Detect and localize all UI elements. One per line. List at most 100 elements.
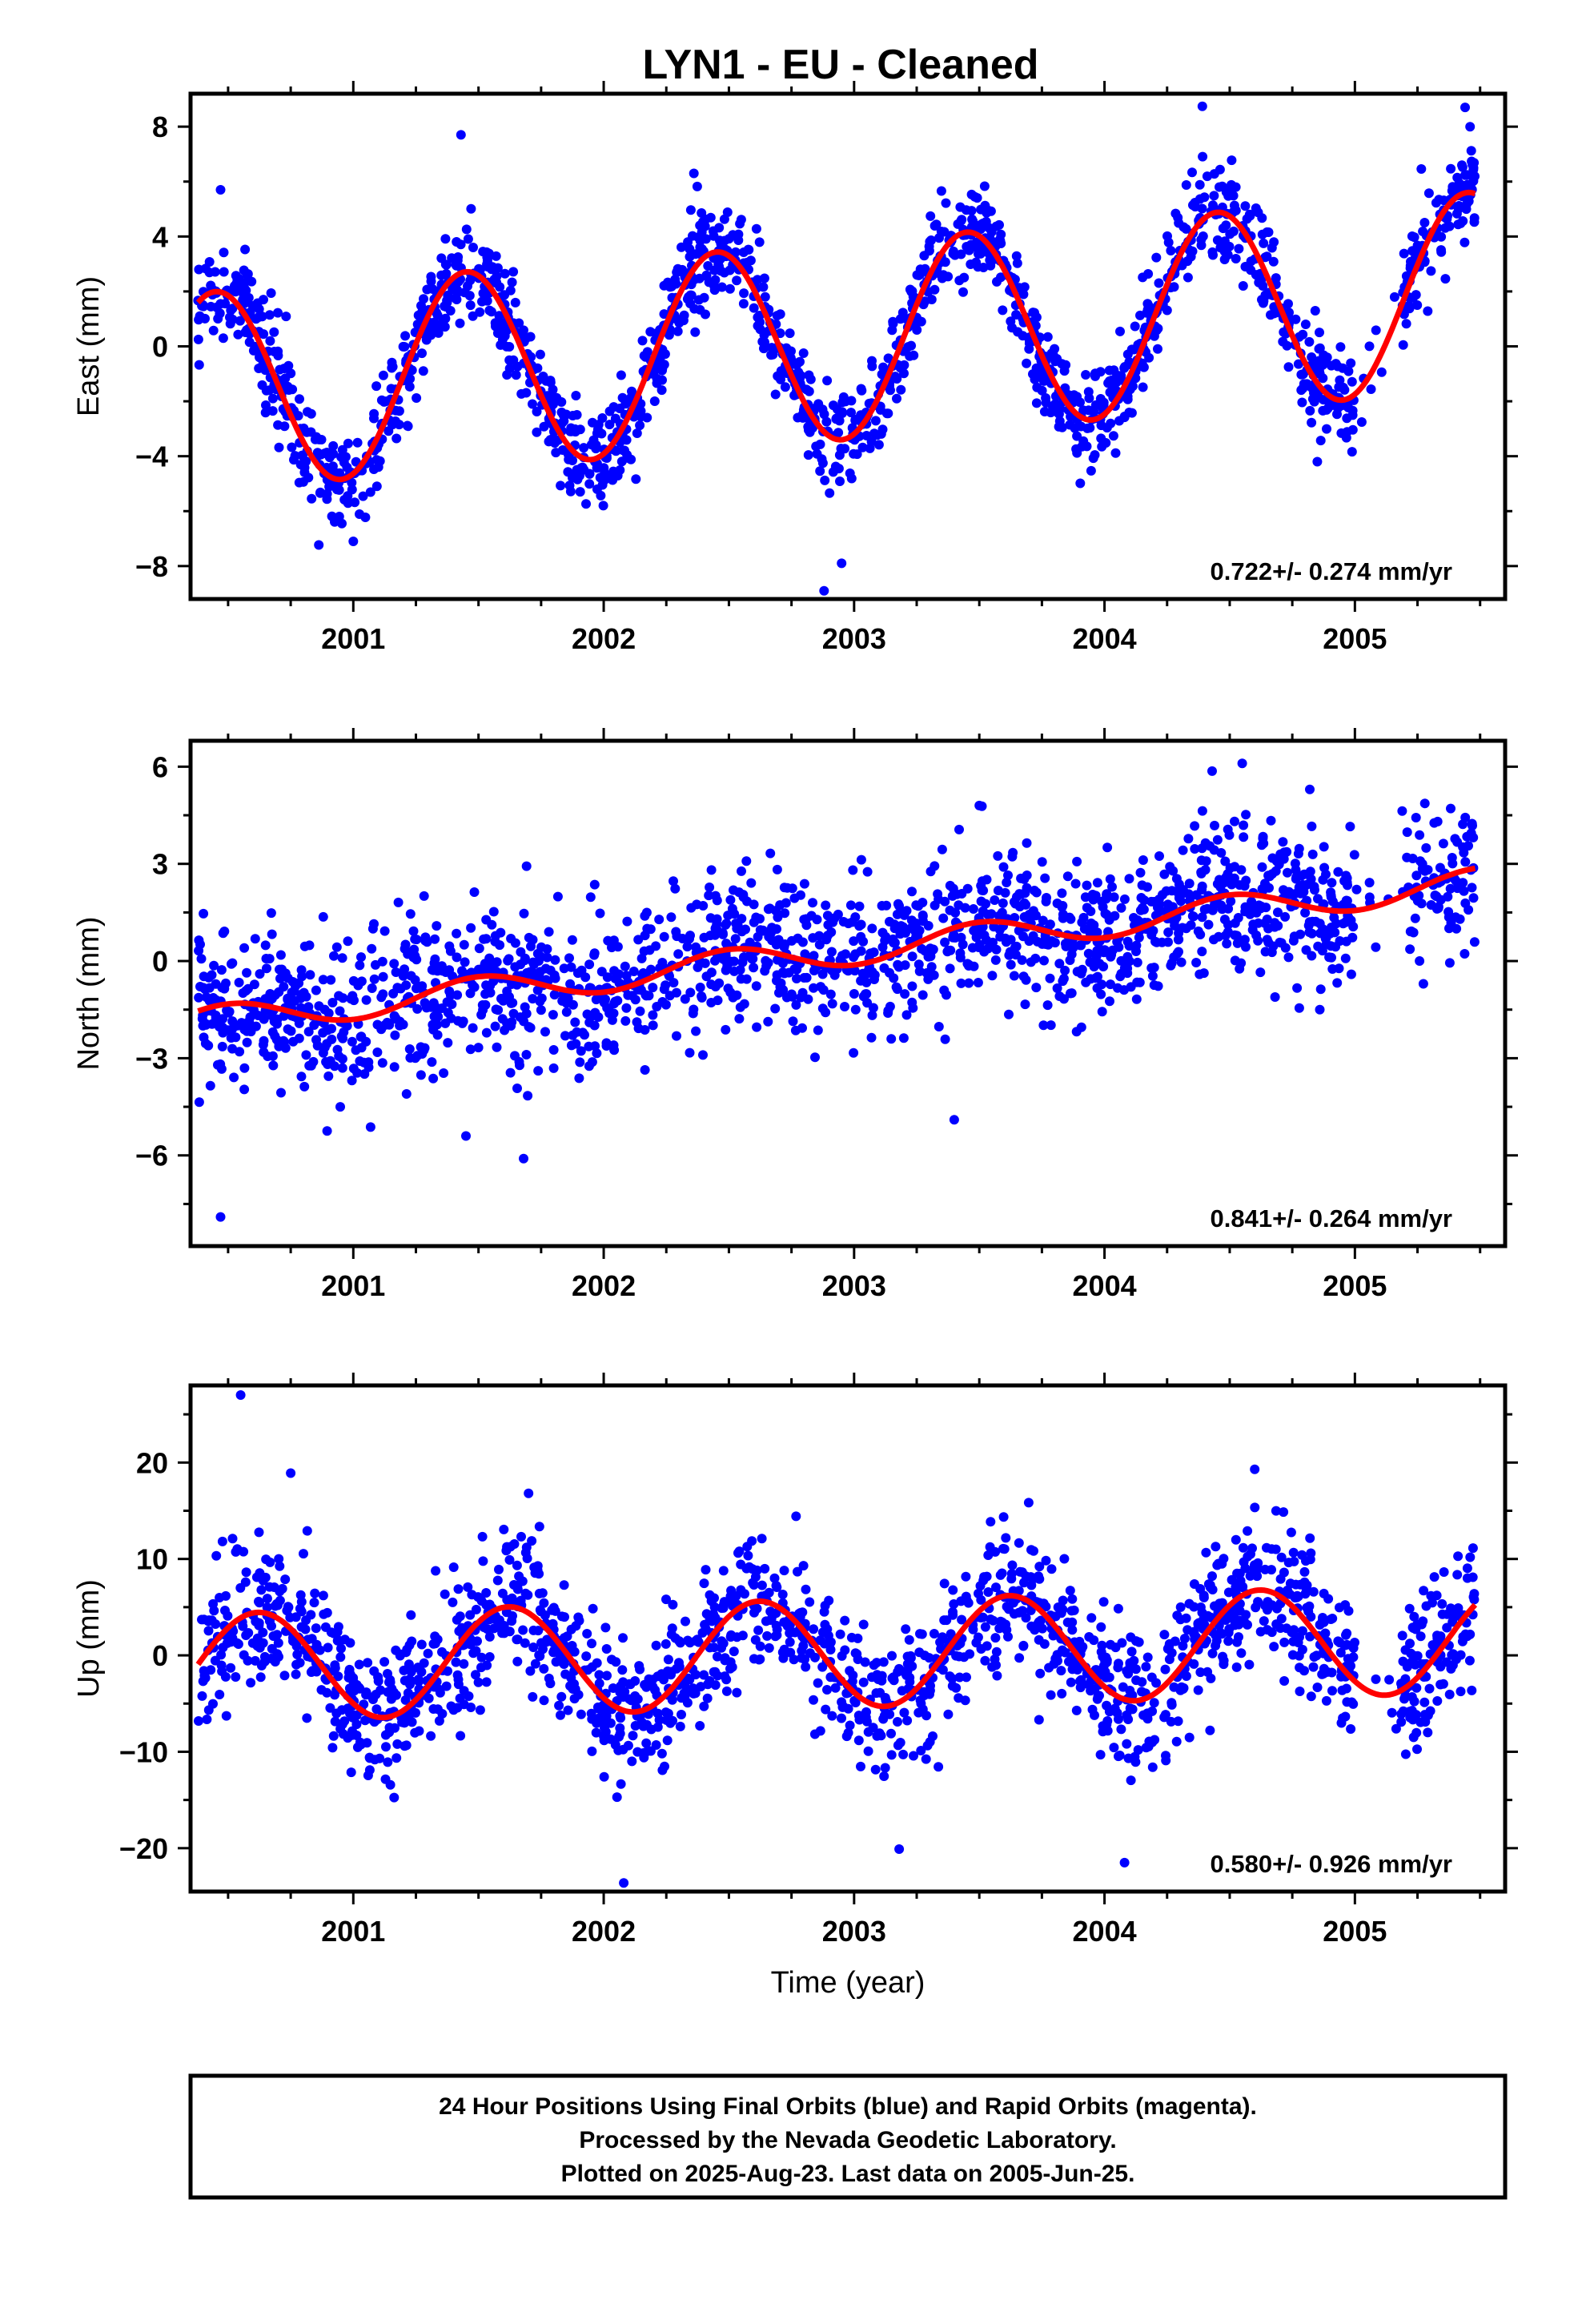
data-point (471, 1670, 480, 1680)
data-point (813, 1025, 823, 1035)
data-point (1105, 874, 1115, 884)
data-point (698, 217, 708, 227)
data-point (1306, 1611, 1316, 1622)
data-point (722, 207, 733, 217)
data-point (998, 862, 1009, 872)
data-point (1050, 344, 1060, 354)
data-point (1149, 1698, 1159, 1708)
data-point (596, 967, 607, 977)
data-point (1169, 282, 1179, 292)
data-point (443, 290, 453, 300)
data-point (840, 1002, 849, 1011)
data-point (1089, 407, 1099, 417)
data-point (371, 481, 382, 492)
data-point (389, 959, 400, 969)
data-point (946, 1629, 956, 1639)
data-point (943, 1709, 954, 1719)
data-point (213, 1015, 223, 1026)
data-point (601, 1038, 612, 1048)
data-point (1050, 406, 1060, 416)
data-point (225, 312, 235, 323)
data-point (646, 964, 656, 975)
data-point (290, 451, 300, 461)
data-point (785, 328, 795, 339)
data-point (1384, 1675, 1395, 1685)
data-point (430, 1631, 440, 1642)
data-point (612, 471, 623, 480)
data-point (1460, 103, 1470, 113)
data-point (259, 295, 268, 305)
data-point (673, 949, 684, 959)
data-point (1151, 252, 1162, 263)
data-point (974, 800, 985, 810)
data-point (754, 1655, 765, 1665)
data-point (441, 259, 452, 270)
data-point (219, 247, 229, 258)
data-point (861, 977, 872, 987)
data-point (579, 443, 589, 453)
data-point (1205, 841, 1215, 851)
data-point (1246, 265, 1256, 275)
data-point (477, 296, 487, 307)
data-point (1332, 978, 1343, 988)
data-point (1024, 344, 1034, 354)
data-point (268, 1060, 279, 1071)
data-point (1154, 278, 1164, 288)
data-point (907, 951, 917, 962)
data-point (1431, 198, 1441, 208)
data-point (784, 967, 794, 978)
data-point (200, 1039, 211, 1048)
data-point (639, 351, 649, 361)
data-point (412, 393, 422, 403)
data-point (265, 336, 275, 346)
data-point (1045, 973, 1055, 983)
data-point (1057, 888, 1067, 899)
data-point (723, 983, 733, 994)
data-point (808, 898, 817, 908)
data-point (1190, 821, 1200, 831)
data-point (1142, 299, 1153, 309)
data-point (441, 1681, 452, 1691)
data-point (401, 1089, 412, 1099)
data-point (193, 334, 203, 344)
data-point (705, 1590, 715, 1600)
data-point (604, 420, 615, 430)
data-point (274, 1554, 284, 1564)
data-point (243, 1017, 254, 1027)
data-point (478, 247, 488, 257)
data-point (966, 206, 977, 216)
data-point (892, 393, 901, 404)
data-point (230, 281, 239, 292)
data-point (273, 308, 283, 318)
data-layer-up (194, 1390, 1480, 1888)
data-point (508, 267, 519, 277)
data-point (448, 971, 458, 982)
data-point (866, 436, 877, 447)
data-point (1297, 1626, 1307, 1636)
data-point (1072, 856, 1082, 866)
data-point (1199, 192, 1210, 203)
data-point (1039, 955, 1049, 966)
data-point (877, 942, 888, 952)
data-point (821, 935, 832, 945)
y-tick-label: 0 (152, 331, 168, 364)
data-point (1335, 936, 1345, 946)
data-point (1248, 919, 1259, 930)
data-point (1255, 967, 1266, 978)
data-point (633, 935, 644, 945)
data-point (1419, 1586, 1429, 1596)
data-point (330, 1716, 340, 1727)
data-point (638, 968, 648, 978)
data-point (1464, 1655, 1475, 1666)
data-point (757, 1580, 767, 1590)
data-point (199, 301, 209, 312)
data-point (674, 1662, 685, 1672)
data-point (1042, 939, 1053, 949)
data-point (569, 1694, 580, 1704)
data-point (779, 883, 789, 893)
data-point (389, 1011, 400, 1021)
data-point (1104, 365, 1114, 376)
data-point (1315, 984, 1326, 995)
data-point (697, 208, 707, 218)
data-point (1429, 1572, 1439, 1582)
